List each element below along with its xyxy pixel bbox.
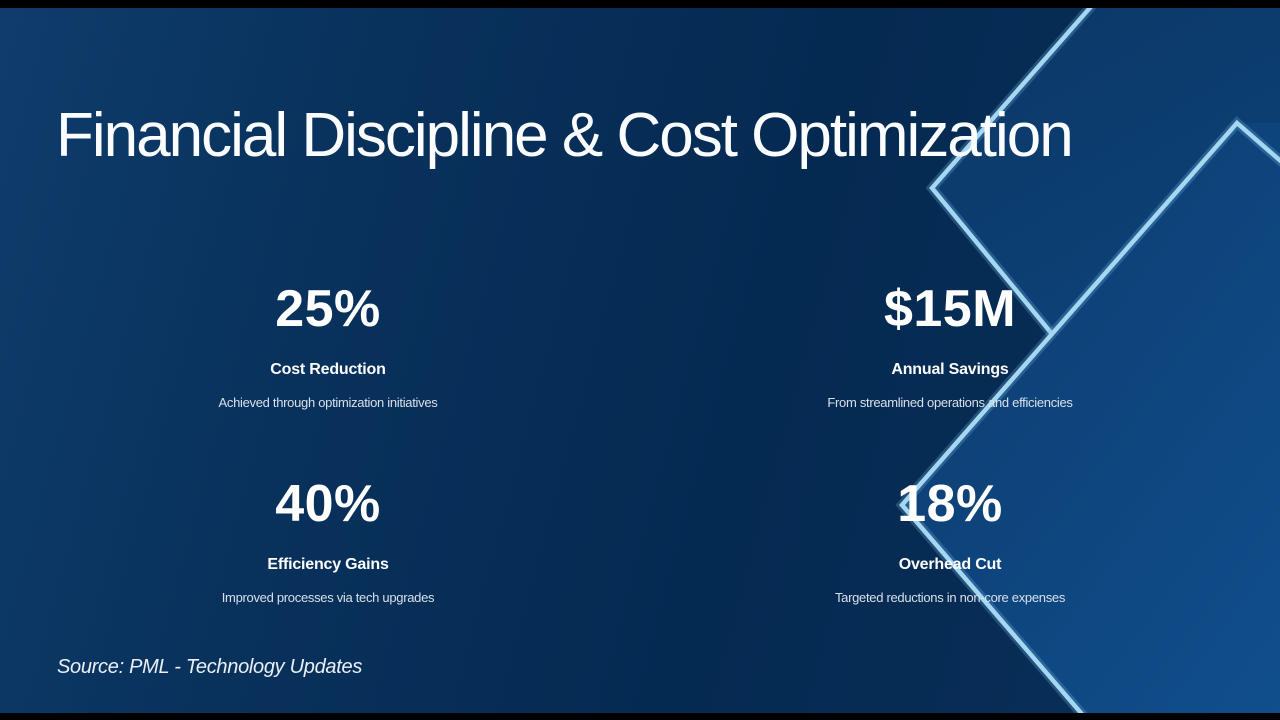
stat-label: Cost Reduction (270, 361, 386, 378)
letterbox-top-bar (0, 0, 1280, 8)
stat-description: Achieved through optimization initiative… (218, 395, 438, 410)
diamond-small-fill (902, 123, 1280, 713)
letterbox-bottom-bar (0, 713, 1280, 720)
stat-value: 40% (275, 475, 381, 533)
stat-label: Annual Savings (891, 361, 1009, 378)
background-diamond-decoration (895, 8, 1280, 713)
stat-label: Efficiency Gains (267, 556, 389, 573)
diamond-small-outline (899, 119, 1280, 713)
stat-card-cost-reduction: 25% Cost Reduction Achieved through opti… (98, 279, 558, 410)
stat-card-overhead-cut: 18% Overhead Cut Targeted reductions in … (720, 474, 1180, 605)
stat-description: Targeted reductions in non-core expenses (834, 590, 1066, 605)
stat-card-annual-savings: $15M Annual Savings From streamlined ope… (720, 279, 1180, 410)
slide: Financial Discipline & Cost Optimization… (0, 8, 1280, 713)
source-note: Source: PML - Technology Updates (57, 656, 363, 678)
stat-value: 25% (275, 280, 381, 338)
stat-description: From streamlined operations and efficien… (827, 395, 1073, 410)
stat-value: 18% (897, 475, 1003, 533)
stat-card-efficiency-gains: 40% Efficiency Gains Improved processes … (98, 474, 558, 605)
stat-description: Improved processes via tech upgrades (221, 590, 435, 605)
stat-label: Overhead Cut (898, 556, 1002, 573)
stat-value: $15M (883, 280, 1017, 338)
slide-title: Financial Discipline & Cost Optimization (56, 100, 1074, 170)
